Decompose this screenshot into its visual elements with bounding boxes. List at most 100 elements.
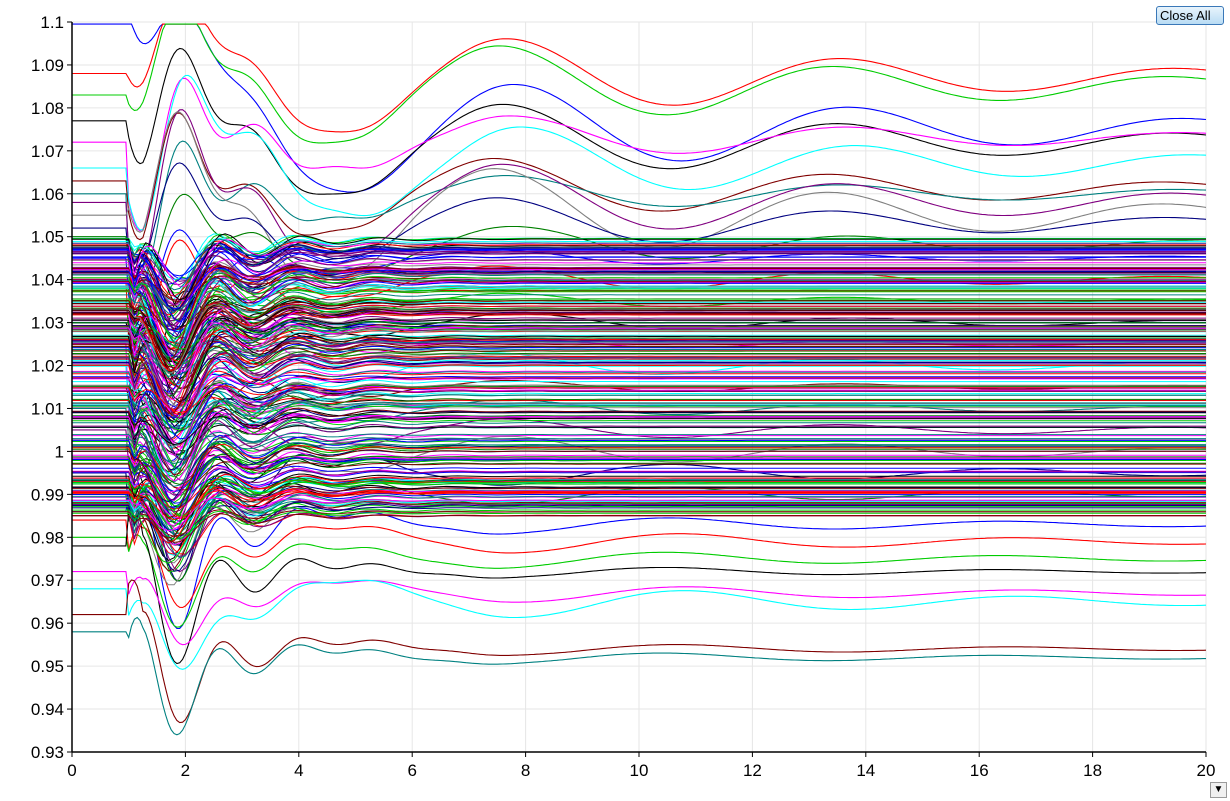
chevron-down-icon[interactable]: ▼ [1210,782,1227,798]
series-line [72,324,1206,350]
y-tick-label: 1.04 [31,271,64,290]
y-tick-label: 1 [55,442,64,461]
series-line [72,400,1206,469]
series-line [72,233,1206,294]
series-line [72,475,1206,542]
series-line [72,467,1206,513]
series-line [72,280,1206,358]
series-line [72,338,1206,417]
series-line [72,456,1206,507]
series-line [72,497,1206,572]
series-line [72,473,1206,518]
series-line [72,435,1206,477]
y-tick-label: 1.09 [31,56,64,75]
series-line [72,385,1206,414]
series-line [72,340,1206,380]
series-line [72,162,1207,271]
series-line [72,415,1206,446]
x-tick-label: 6 [407,761,416,780]
series-line [72,330,1206,403]
series-line [72,349,1206,389]
series-line [72,513,1206,543]
series-line [72,295,1206,372]
y-tick-label: 1.02 [31,357,64,376]
series-line [72,242,1206,311]
series-line [72,277,1206,312]
series-line [72,267,1206,310]
series-line [72,308,1206,372]
series-line [72,275,1206,362]
series-line [72,505,1206,564]
series-line [72,303,1206,363]
series-line [72,415,1206,472]
x-tick-label: 14 [856,761,875,780]
series-line [72,375,1206,412]
series-line [72,299,1206,342]
series-line [72,440,1206,509]
series-line [72,375,1206,404]
series-line [72,303,1206,375]
series-line [72,248,1206,282]
series-line [72,109,1207,275]
series-line [72,533,1207,628]
series-line [72,324,1206,407]
x-tick-label: 2 [181,761,190,780]
close-all-button[interactable]: Close All [1156,6,1224,25]
series-line [72,277,1206,357]
y-tick-label: 1.06 [31,185,64,204]
series-line [72,23,1207,144]
series-line [72,247,1206,285]
series-line [72,416,1206,494]
series-line [72,411,1206,482]
series-line [72,579,1207,670]
series-line [72,140,1207,290]
series-line [72,316,1206,397]
y-tick-label: 1.05 [31,228,64,247]
series-line [72,478,1207,630]
series-line [72,356,1206,441]
series-line [72,413,1206,461]
series-line [72,316,1206,365]
y-tick-label: 1.01 [31,399,64,418]
series-line [72,449,1206,527]
series-line [72,616,1206,736]
x-tick-label: 0 [67,761,76,780]
series-line [72,509,1206,537]
y-tick-label: 1.1 [40,13,64,32]
series-line [72,311,1206,395]
series-line [72,311,1206,350]
series-line [72,346,1206,376]
series-line [72,405,1206,476]
series-line [72,399,1206,447]
series-line [72,468,1206,520]
series-line [72,247,1206,306]
series-line [72,484,1206,539]
series-line [72,112,1207,241]
series-line [72,473,1206,540]
series-line [72,443,1206,523]
series-line [72,293,1206,367]
series-line [72,386,1206,445]
series-line [72,496,1206,557]
series-line [72,323,1206,393]
series-line [72,23,1207,193]
series-line [72,301,1206,331]
series-line [72,370,1206,411]
series-line [72,270,1206,311]
y-tick-label: 0.95 [31,657,64,676]
series-line [72,500,1206,535]
series-line [72,319,1206,390]
y-tick-label: 1.07 [31,142,64,161]
series-line [72,464,1206,508]
series-line [72,440,1206,487]
series-line [72,247,1206,322]
series-line [72,408,1206,452]
y-tick-label: 0.99 [31,485,64,504]
series-line [72,335,1206,408]
x-tick-label: 10 [630,761,649,780]
series-line [72,265,1206,301]
x-axis-ticks: 0 2 4 6 8 10 12 14 16 18 20 [67,752,1215,780]
x-tick-label: 8 [521,761,530,780]
series-line [72,339,1206,372]
